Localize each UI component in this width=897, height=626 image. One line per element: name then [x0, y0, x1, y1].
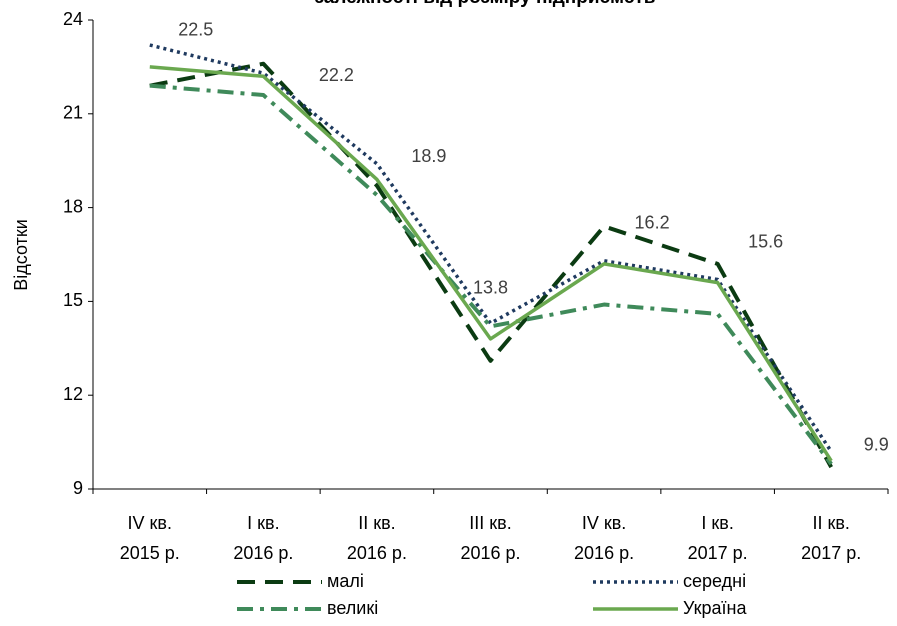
- y-tick-label: 18: [63, 196, 83, 216]
- x-tick-label: III кв. 2016 р.: [460, 513, 520, 563]
- legend-label: середні: [683, 571, 746, 591]
- series-line: [149, 61, 833, 469]
- series-line: [149, 83, 833, 466]
- legend-label: великі: [327, 598, 378, 618]
- data-label: 22.5: [178, 20, 213, 40]
- y-axis-label: Відсотки: [11, 219, 31, 291]
- x-tick-label: II кв. 2016 р.: [347, 513, 407, 563]
- data-label: 15.6: [748, 231, 783, 251]
- x-tick-label: I кв. 2017 р.: [688, 513, 748, 563]
- data-label: 22.2: [319, 65, 354, 85]
- y-tick-label: 24: [63, 9, 83, 29]
- data-label: 18.9: [411, 146, 446, 166]
- chart-title: залежності від розміру підприємств: [315, 0, 656, 8]
- x-tick-label: IV кв. 2015 р.: [120, 513, 180, 563]
- series-line: [149, 43, 833, 453]
- y-tick-label: 12: [63, 384, 83, 404]
- y-tick-label: 15: [63, 290, 83, 310]
- x-tick-label: I кв. 2016 р.: [233, 513, 293, 563]
- x-tick-label: IV кв. 2016 р.: [574, 513, 634, 563]
- series-line: [149, 65, 833, 462]
- x-tick-label: II кв. 2017 р.: [801, 513, 861, 563]
- y-tick-label: 9: [73, 478, 83, 498]
- data-label: 9.9: [864, 435, 889, 455]
- legend-label: малі: [327, 571, 364, 591]
- data-label: 16.2: [635, 213, 670, 233]
- legend-label: Україна: [683, 598, 747, 618]
- y-tick-label: 21: [63, 103, 83, 123]
- data-label: 13.8: [473, 278, 508, 298]
